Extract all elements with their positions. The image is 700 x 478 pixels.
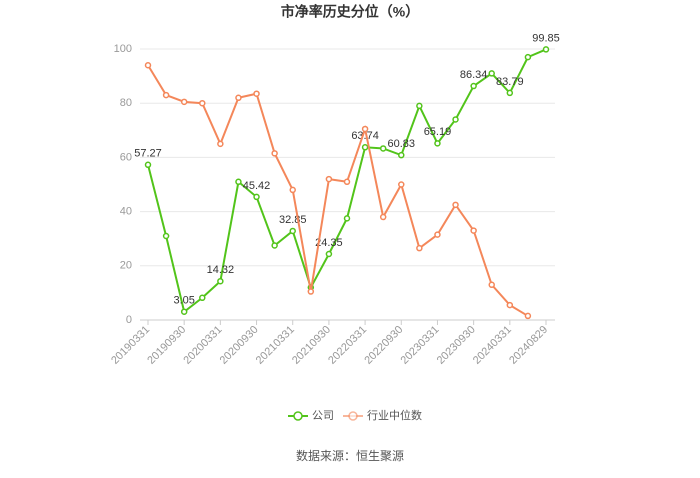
point: [379, 213, 387, 221]
y-tick-label: 80: [120, 97, 132, 109]
point: [253, 90, 260, 97]
data-label: 24.35: [315, 237, 343, 249]
point: [271, 242, 278, 249]
point: [162, 91, 170, 99]
source: 数据来源：恒生聚源: [296, 448, 404, 463]
point: [488, 281, 495, 289]
data-label: 32.85: [279, 214, 307, 226]
x-tick-label: 20210331: [254, 324, 297, 367]
point: [289, 186, 296, 194]
data-label: 57.27: [134, 148, 162, 160]
series-line: [147, 64, 529, 317]
point: [144, 62, 152, 69]
data-label: 60.83: [388, 138, 416, 150]
data-label: 86.34: [460, 69, 488, 81]
point: [506, 301, 514, 309]
x-tick-label: 20240331: [471, 324, 514, 367]
point: [524, 53, 532, 61]
data-label: 65.19: [424, 126, 452, 138]
point: [470, 82, 477, 90]
point: [488, 70, 495, 77]
point: [217, 277, 224, 285]
data-label: 83.79: [496, 76, 524, 88]
x-tick-label: 20200331: [181, 324, 224, 367]
legend-label: 行业中位数: [367, 408, 422, 422]
point: [470, 227, 477, 234]
data-label: 63.74: [351, 130, 379, 142]
point: [542, 46, 550, 53]
x-tick-label: 20230930: [435, 324, 478, 367]
data-label: 99.85: [532, 32, 560, 44]
point: [452, 116, 459, 123]
point: [307, 288, 315, 295]
point: [253, 193, 260, 201]
point: [235, 94, 242, 102]
point: [325, 250, 333, 258]
point: [434, 231, 441, 238]
point: [217, 140, 224, 148]
legend-marker: [293, 411, 303, 421]
point: [199, 99, 206, 107]
point: [452, 201, 459, 209]
y-tick-label: 40: [120, 206, 132, 218]
point: [398, 181, 405, 188]
x-tick-label: 20210930: [290, 324, 333, 367]
point: [416, 102, 423, 110]
point: [398, 151, 405, 159]
point: [180, 308, 188, 315]
point: [180, 98, 188, 106]
point: [361, 144, 369, 151]
point: [144, 161, 152, 169]
legend-marker: [348, 411, 358, 421]
point: [235, 178, 242, 186]
data-label: 14.32: [207, 264, 235, 276]
point: [434, 140, 441, 147]
y-tick-label: 0: [126, 314, 132, 326]
point: [162, 232, 170, 240]
x-tick-label: 20220930: [362, 324, 405, 367]
point: [343, 178, 351, 186]
y-tick-label: 100: [114, 43, 132, 55]
data-label: 3.05: [173, 295, 194, 307]
point: [199, 294, 206, 302]
y-tick-label: 60: [120, 151, 132, 163]
point: [361, 125, 369, 133]
point: [325, 175, 333, 183]
point: [506, 89, 514, 97]
x-tick-label: 20190331: [109, 324, 152, 367]
y-tick-label: 20: [120, 260, 132, 272]
x-tick-label: 20190930: [145, 324, 188, 367]
point: [289, 227, 296, 235]
x-tick-label: 20240829: [507, 324, 550, 367]
point: [271, 150, 278, 157]
x-tick-label: 20200930: [218, 324, 261, 367]
x-tick-label: 20220331: [326, 324, 369, 367]
x-tick-label: 20230331: [399, 324, 442, 367]
point: [343, 215, 351, 222]
data-label: 45.42: [243, 180, 271, 192]
chart-title: 市净率历史分位（%）: [281, 4, 419, 20]
legend-label: 公司: [312, 410, 334, 422]
point: [524, 312, 532, 320]
point: [416, 244, 423, 252]
point: [379, 145, 387, 152]
